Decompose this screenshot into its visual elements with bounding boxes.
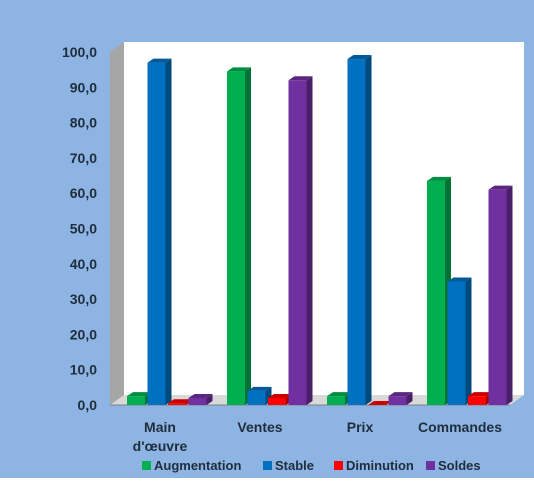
bar-side: [406, 392, 413, 405]
bar-front: [347, 59, 366, 406]
x-tick-label: Main d'œuvre: [133, 419, 188, 454]
bar-top: [347, 55, 372, 60]
bar-front: [227, 71, 245, 405]
bar-front: [468, 396, 486, 405]
x-axis-labels: Main d'œuvre Ventes Prix Commandes: [133, 419, 503, 454]
y-tick-label: 50,0: [70, 221, 97, 237]
bar-top: [388, 392, 413, 397]
bar-top: [288, 76, 313, 81]
legend-item: Soldes: [426, 458, 481, 473]
bar-side: [365, 55, 372, 406]
bar-side: [165, 58, 172, 406]
bar-side: [465, 277, 472, 405]
bar: [247, 386, 272, 405]
bar: [127, 392, 151, 405]
legend-swatch: [426, 461, 435, 470]
bar-top: [127, 392, 151, 397]
bar: [188, 393, 213, 405]
bar-front: [127, 396, 145, 405]
floor: [110, 395, 524, 405]
y-tick-label: 80,0: [70, 115, 97, 131]
y-tick-label: 70,0: [70, 150, 97, 166]
bar: [447, 277, 472, 405]
bar-top: [268, 393, 292, 398]
side-wall: [110, 42, 124, 405]
bar-top: [427, 176, 451, 181]
x-tick-label: Commandes: [418, 419, 502, 435]
bar-top: [188, 393, 213, 398]
back-wall: [124, 42, 524, 395]
bar-front: [247, 390, 266, 405]
y-axis-ticks: 0,0 10,0 20,0 30,0 40,0 50,0 60,0 70,0 80,0 90,0 1…: [62, 44, 97, 413]
y-tick-label: 60,0: [70, 185, 97, 201]
bar-top: [447, 277, 472, 282]
bar-top: [227, 67, 251, 72]
bar: [468, 392, 492, 405]
bar: [388, 392, 413, 405]
bar-top: [488, 185, 513, 190]
x-tick-label: Ventes: [237, 419, 282, 435]
legend-label: Stable: [275, 458, 314, 473]
bar-top: [327, 392, 351, 397]
legend-item: Augmentation: [142, 458, 241, 473]
bar: [327, 392, 351, 405]
bar: [347, 55, 372, 406]
bar-front: [388, 396, 407, 405]
y-tick-label: 40,0: [70, 256, 97, 272]
bar-top: [147, 58, 172, 63]
legend-swatch: [142, 461, 151, 470]
bar: [288, 76, 313, 406]
legend: Augmentation Stable Diminution Soldes: [142, 458, 481, 473]
bar: [227, 67, 251, 405]
bar-front: [447, 281, 466, 405]
y-tick-label: 100,0: [62, 44, 97, 60]
legend-label: Augmentation: [154, 458, 241, 473]
y-tick-label: 90,0: [70, 79, 97, 95]
bar: [268, 393, 292, 405]
y-tick-label: 0,0: [78, 397, 98, 413]
bar-front: [188, 397, 207, 405]
legend-label: Soldes: [438, 458, 481, 473]
bar-front: [168, 403, 186, 405]
legend-item: Stable: [263, 458, 314, 473]
legend-item: Diminution: [334, 458, 414, 473]
bar-top: [468, 392, 492, 397]
bar-top: [368, 401, 392, 405]
bar: [488, 185, 513, 405]
bar-front: [488, 189, 507, 405]
legend-swatch: [334, 461, 343, 470]
bar-top: [168, 399, 192, 404]
y-tick-label: 20,0: [70, 326, 97, 342]
y-tick-label: 10,0: [70, 362, 97, 378]
bar: [147, 58, 172, 406]
bar-front: [427, 180, 445, 405]
x-tick-label: Prix: [347, 419, 374, 435]
bar-front: [288, 80, 307, 406]
bar-front: [147, 62, 166, 406]
bar: [368, 401, 392, 405]
bar: [427, 176, 451, 405]
bar-side: [306, 76, 313, 406]
y-tick-label: 30,0: [70, 291, 97, 307]
bar-side: [245, 67, 251, 405]
legend-label: Diminution: [346, 458, 414, 473]
bar-front: [327, 396, 345, 405]
bar-front: [268, 397, 286, 405]
bar-side: [206, 393, 213, 405]
legend-swatch: [263, 461, 272, 470]
bar-side: [506, 185, 513, 405]
bar-top: [247, 386, 272, 391]
bars: [127, 55, 513, 406]
